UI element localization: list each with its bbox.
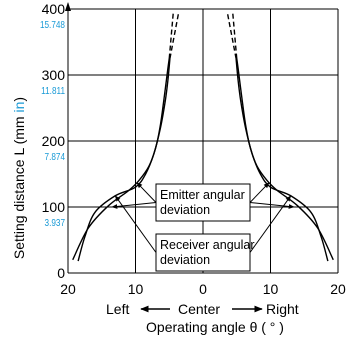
y-tick-inch-label: 7.874 [45, 151, 65, 162]
y-tick-label: 0 [57, 265, 65, 281]
y-tick-label: 400 [42, 1, 66, 17]
y-tick-inch-label: 11.811 [41, 85, 65, 96]
annotation-arrow-emitter [249, 182, 270, 203]
annotation-box-emitter [155, 183, 251, 222]
curve-emitter-ext [232, 12, 238, 59]
y-axis-label-suffix: ) [11, 97, 27, 102]
curve-receiver [235, 58, 329, 262]
annotation-arrow-receiver [114, 195, 157, 253]
annotation-box-receiver [155, 233, 251, 272]
annotation-text-emitter: Emitter angular [160, 188, 245, 202]
y-axis-label-prefix: Setting distance L (mm [11, 113, 27, 260]
x-axis-label: Operating angle θ ( ° ) [146, 319, 284, 335]
x-tick-label: 0 [199, 281, 207, 297]
x-direction-center: Center [178, 301, 220, 317]
x-tick-label: 10 [263, 281, 279, 297]
x-tick-label: 10 [128, 281, 144, 297]
y-tick-label: 100 [42, 199, 66, 215]
x-direction-left: Left [106, 301, 129, 317]
y-tick-inch-label: 3.937 [45, 217, 65, 228]
y-tick-label: 200 [42, 133, 66, 149]
annotation-text-emitter: deviation [160, 203, 210, 217]
y-tick-inch-label: 15.748 [40, 19, 65, 30]
x-tick-label: 20 [60, 281, 76, 297]
annotation-arrow-emitter [136, 182, 157, 203]
y-axis-arrow [65, 2, 71, 11]
curve-emitter-ext [168, 12, 174, 59]
x-direction-right: Right [266, 301, 299, 317]
tick-labels: 20 10 0 10 2001003.9372007.87430011.81140015… [40, 1, 346, 297]
annotation-text-receiver: Receiver angular [160, 238, 255, 252]
curves [72, 12, 334, 262]
y-tick-label: 300 [42, 67, 66, 83]
curve-receiver [77, 58, 171, 262]
curve-receiver-ext [226, 12, 237, 59]
annotation-text-receiver: deviation [160, 253, 210, 267]
y-axis-label: Setting distance L (mm in) [11, 97, 27, 259]
grid-lines [67, 8, 339, 274]
x-tick-label: 20 [330, 281, 346, 297]
y-axis-label-unit: in [11, 102, 27, 113]
axes [65, 2, 263, 313]
annotation-arrow-emitter [249, 202, 295, 209]
annotation-arrow-receiver [249, 195, 292, 253]
curve-receiver-ext [169, 12, 180, 59]
annotation-arrow-emitter [111, 202, 157, 209]
